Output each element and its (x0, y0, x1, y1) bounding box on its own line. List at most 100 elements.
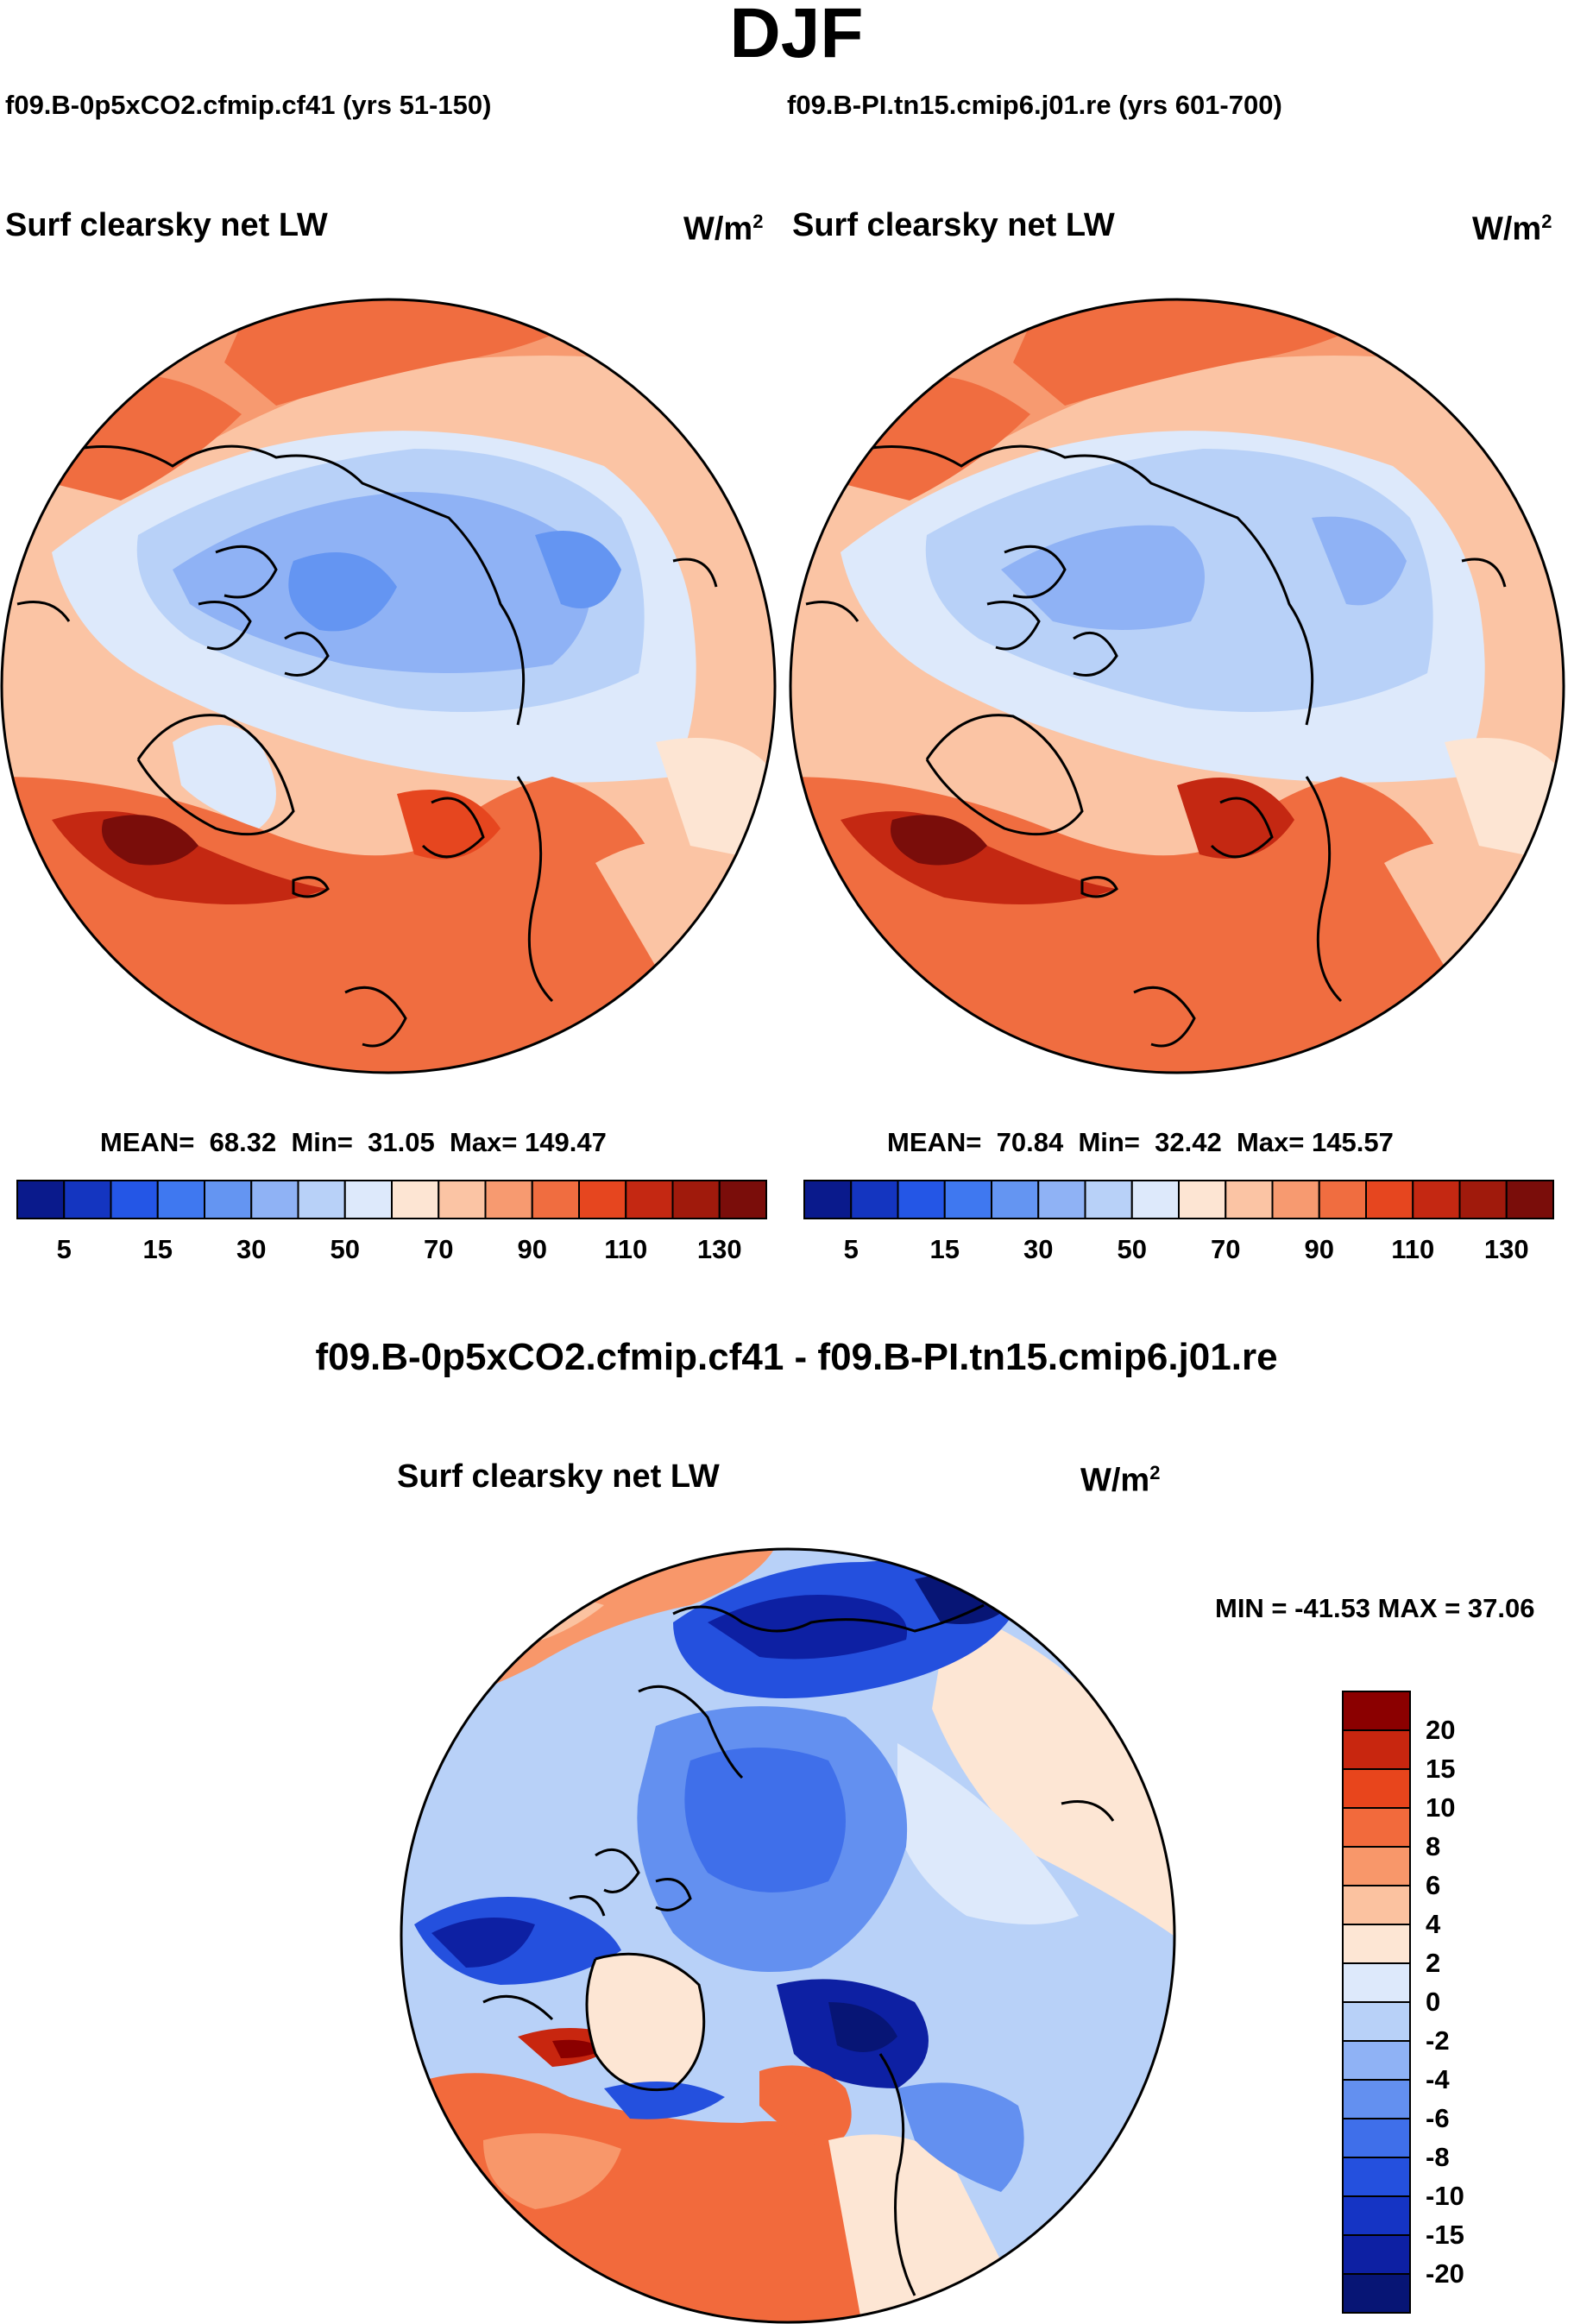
diff-colorbar-label: -15 (1426, 2220, 1464, 2250)
diff-colorbar-label: 4 (1426, 1909, 1441, 1939)
left-colorbar (16, 1180, 767, 1219)
left-colorbar-box (391, 1180, 440, 1219)
left-colorbar-box (438, 1180, 487, 1219)
right-colorbar-label: 110 (1391, 1234, 1435, 1264)
diff-colorbar-label: 6 (1426, 1870, 1441, 1900)
left-colorbar-label: 5 (56, 1234, 72, 1264)
diff-colorbar-label: -6 (1426, 2103, 1450, 2133)
diff-colorbar-label: 8 (1426, 1831, 1441, 1861)
left-experiment-title: f09.B-0p5xCO2.cfmip.cf41 (yrs 51-150) (5, 90, 492, 120)
left-colorbar-label: 30 (236, 1234, 267, 1264)
right-colorbar-box (1318, 1180, 1367, 1219)
diff-colorbar-label: 10 (1426, 1792, 1456, 1823)
right-colorbar-box (1505, 1180, 1554, 1219)
diff-colorbar-label: -10 (1426, 2181, 1464, 2211)
right-colorbar-box (1225, 1180, 1274, 1219)
right-variable-title: Surf clearsky net LW (792, 207, 1115, 243)
right-map-border (789, 298, 1565, 1074)
diff-colorbar-box (1342, 1885, 1411, 1925)
difference-colorbar (1342, 1691, 1411, 2314)
left-colorbar-box (297, 1180, 346, 1219)
right-colorbar-label: 90 (1304, 1234, 1334, 1264)
diff-colorbar-box (1342, 1846, 1411, 1886)
difference-title: f09.B-0p5xCO2.cfmip.cf41 - f09.B-PI.tn15… (315, 1336, 1278, 1378)
difference-map-border (400, 1547, 1176, 2324)
right-experiment-title: f09.B-PI.tn15.cmip6.j01.re (yrs 601-700) (787, 90, 1282, 120)
left-colorbar-box (204, 1180, 253, 1219)
left-colorbar-box (16, 1180, 66, 1219)
right-colorbar-box (1412, 1180, 1461, 1219)
right-colorbar-box (1130, 1180, 1180, 1219)
diff-minmax: MIN = -41.53 MAX = 37.06 (1215, 1593, 1535, 1623)
right-colorbar-label: 130 (1483, 1234, 1529, 1264)
left-colorbar-box (484, 1180, 533, 1219)
right-colorbar-box (897, 1180, 946, 1219)
diff-colorbar-box (1342, 2118, 1411, 2158)
diff-variable-title: Surf clearsky net LW (397, 1458, 720, 1495)
right-colorbar-label: 15 (929, 1234, 960, 1264)
diff-colorbar-label: 0 (1426, 1987, 1441, 2017)
right-colorbar-box (1084, 1180, 1133, 1219)
right-colorbar-box (991, 1180, 1040, 1219)
right-colorbar-box (1271, 1180, 1320, 1219)
right-colorbar-label: 30 (1023, 1234, 1054, 1264)
right-stats: MEAN= 70.84 Min= 32.42 Max= 145.57 (887, 1127, 1394, 1157)
right-colorbar-box (850, 1180, 899, 1219)
left-colorbar-label: 110 (604, 1234, 648, 1264)
right-polar-map (790, 299, 1564, 1073)
left-colorbar-label: 90 (517, 1234, 547, 1264)
diff-colorbar-label: 20 (1426, 1715, 1456, 1745)
diff-colorbar-box (1342, 2040, 1411, 2081)
left-colorbar-box (718, 1180, 767, 1219)
diff-colorbar-label: 2 (1426, 1948, 1441, 1978)
right-colorbar-label: 50 (1117, 1234, 1147, 1264)
right-colorbar-box (1037, 1180, 1086, 1219)
left-colorbar-box (671, 1180, 721, 1219)
left-colorbar-label: 70 (424, 1234, 454, 1264)
left-colorbar-label: 15 (142, 1234, 173, 1264)
diff-colorbar-label: -2 (1426, 2025, 1450, 2056)
left-colorbar-box (250, 1180, 299, 1219)
diff-colorbar-label: -8 (1426, 2142, 1450, 2172)
right-units: W/m2 (1472, 211, 1552, 248)
diff-colorbar-box (1342, 1729, 1411, 1770)
right-colorbar (803, 1180, 1554, 1219)
diff-colorbar-box (1342, 1807, 1411, 1848)
left-variable-title: Surf clearsky net LW (5, 207, 328, 243)
left-map-border (0, 298, 777, 1074)
left-colorbar-box (625, 1180, 674, 1219)
difference-polar-map (401, 1549, 1174, 2322)
diff-colorbar-box (1342, 2079, 1411, 2119)
left-colorbar-box (110, 1180, 159, 1219)
diff-colorbar-box (1342, 2001, 1411, 2042)
left-colorbar-label: 50 (330, 1234, 360, 1264)
left-units: W/m2 (683, 211, 764, 248)
right-colorbar-box (1178, 1180, 1227, 1219)
diff-colorbar-label: -20 (1426, 2258, 1464, 2289)
diff-colorbar-label: -4 (1426, 2064, 1450, 2094)
left-colorbar-box (578, 1180, 627, 1219)
right-colorbar-box (1458, 1180, 1508, 1219)
main-title: DJF (729, 0, 864, 72)
diff-colorbar-box (1342, 2234, 1411, 2275)
left-stats: MEAN= 68.32 Min= 31.05 Max= 149.47 (100, 1127, 607, 1157)
right-colorbar-label: 5 (843, 1234, 859, 1264)
diff-colorbar-box (1342, 2157, 1411, 2197)
diff-colorbar-box (1342, 1768, 1411, 1809)
diff-colorbar-box (1342, 1691, 1411, 1731)
diff-colorbar-label: 15 (1426, 1754, 1456, 1784)
diff-colorbar-box (1342, 1962, 1411, 2003)
diff-colorbar-box (1342, 1924, 1411, 1964)
diff-colorbar-box (1342, 2195, 1411, 2236)
left-colorbar-label: 130 (696, 1234, 742, 1264)
left-colorbar-box (156, 1180, 205, 1219)
left-colorbar-box (343, 1180, 393, 1219)
right-colorbar-box (803, 1180, 853, 1219)
diff-colorbar-box (1342, 2273, 1411, 2314)
left-colorbar-box (63, 1180, 112, 1219)
right-colorbar-box (1365, 1180, 1414, 1219)
left-colorbar-box (531, 1180, 580, 1219)
right-colorbar-label: 70 (1211, 1234, 1241, 1264)
right-colorbar-box (943, 1180, 992, 1219)
